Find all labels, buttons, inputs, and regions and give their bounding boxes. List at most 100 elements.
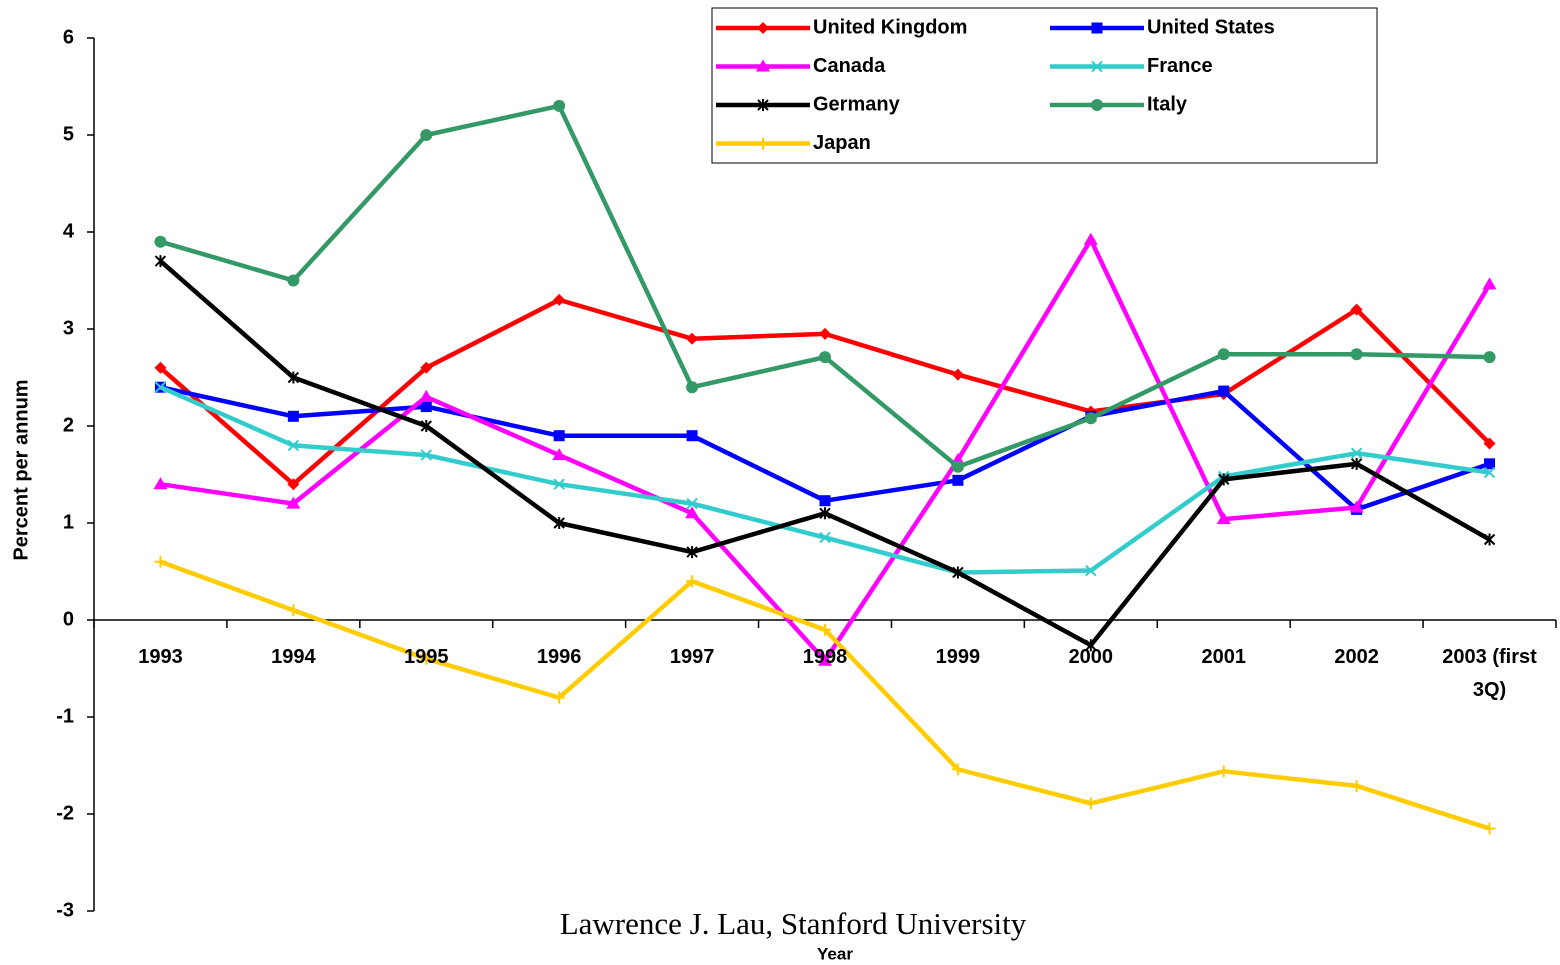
point-marker [553, 293, 566, 306]
point-marker [553, 430, 565, 442]
legend-box [711, 7, 1378, 164]
point-marker [1350, 303, 1363, 316]
x-tick-label: 1999 [935, 646, 981, 668]
point-marker [686, 430, 698, 442]
legend-marker [1091, 60, 1103, 73]
point-marker [154, 555, 167, 568]
legend-marker [757, 22, 769, 34]
x-tick-label: 1998 [802, 646, 848, 668]
series-line [159, 559, 1491, 831]
y-tick-label: 5 [63, 123, 74, 145]
y-tick-label: -3 [56, 899, 74, 921]
point-marker [686, 497, 698, 510]
point-marker [1349, 500, 1364, 513]
footer: Lawrence J. Lau, Stanford University [560, 906, 1027, 941]
point-marker [951, 763, 964, 776]
point-marker [685, 506, 700, 519]
point-marker [1484, 458, 1496, 470]
point-marker [154, 361, 167, 374]
x-tick-label: 1994 [271, 646, 316, 668]
point-marker [818, 653, 832, 666]
point-marker [287, 410, 299, 422]
point-marker [287, 274, 300, 287]
point-marker [1218, 473, 1230, 486]
point-marker [420, 361, 433, 374]
y-tick-label: -1 [56, 705, 74, 727]
x-tick-label: 2000 [1068, 646, 1114, 668]
point-marker [287, 478, 300, 491]
y-tick-label: 6 [63, 26, 74, 48]
legend-label: United States [1147, 16, 1275, 38]
legend-label: United Kingdom [813, 16, 967, 38]
point-marker [1216, 512, 1231, 525]
point-marker [1085, 639, 1097, 652]
x-tick-label: 1997 [669, 646, 715, 668]
point-marker [1217, 765, 1230, 778]
point-marker [1483, 822, 1496, 835]
point-marker [819, 495, 831, 507]
legend-marker [757, 99, 769, 111]
y-tick-label: 0 [63, 608, 74, 630]
x-tick-label: 1993 [138, 646, 183, 668]
point-marker [1483, 437, 1496, 450]
point-marker [1350, 457, 1363, 470]
point-marker [287, 604, 300, 617]
point-marker [553, 691, 566, 704]
point-marker [552, 448, 567, 461]
y-axis-label: Percent per annum [10, 379, 32, 560]
legend-label: Canada [813, 55, 886, 77]
point-marker [553, 99, 566, 112]
y-tick-label: 4 [63, 220, 75, 242]
legend-label: Japan [813, 132, 871, 154]
point-marker [154, 255, 167, 268]
point-marker [1083, 232, 1098, 245]
point-marker [553, 478, 565, 490]
point-marker [286, 496, 301, 509]
point-marker [1483, 466, 1496, 479]
point-marker [819, 531, 831, 544]
legend-label: Italy [1147, 93, 1188, 115]
point-marker [154, 381, 167, 393]
x-tick-label: 1996 [536, 646, 582, 668]
point-marker [1483, 351, 1496, 364]
point-marker [420, 420, 432, 432]
point-marker [686, 575, 699, 588]
point-marker [1218, 385, 1230, 397]
point-marker [1483, 533, 1496, 546]
x-tick-label: 2002 [1334, 646, 1379, 668]
point-marker [686, 381, 699, 394]
point-marker [420, 129, 433, 141]
series-line [159, 385, 1490, 575]
point-marker [819, 351, 831, 364]
point-marker [419, 389, 434, 402]
legend-marker [1091, 99, 1103, 111]
point-marker [153, 477, 168, 490]
point-marker [1350, 447, 1363, 459]
point-marker [1084, 797, 1097, 810]
point-marker [952, 474, 964, 486]
legend-label: Germany [813, 93, 901, 115]
point-marker [1482, 277, 1497, 290]
point-marker [287, 439, 300, 452]
point-marker [1085, 564, 1097, 577]
point-marker [553, 517, 565, 529]
point-marker [287, 371, 300, 384]
point-marker [420, 401, 432, 413]
point-marker [951, 460, 964, 473]
y-tick-label: 2 [63, 414, 74, 436]
legend-marker [756, 59, 770, 72]
y-tick-label: 1 [63, 511, 74, 533]
point-marker [1084, 412, 1097, 425]
point-marker [1350, 779, 1363, 792]
point-marker [819, 623, 831, 636]
point-marker [1217, 348, 1230, 361]
legend-label: France [1147, 55, 1213, 77]
x-tick-label: 2003 (first 3Q) [1442, 646, 1537, 701]
point-marker [686, 546, 698, 559]
point-marker [952, 566, 964, 579]
legend-marker [1091, 22, 1103, 34]
point-marker [686, 332, 699, 345]
point-marker [1350, 348, 1363, 361]
x-tick-label: 2001 [1201, 646, 1246, 668]
point-marker [819, 507, 831, 520]
